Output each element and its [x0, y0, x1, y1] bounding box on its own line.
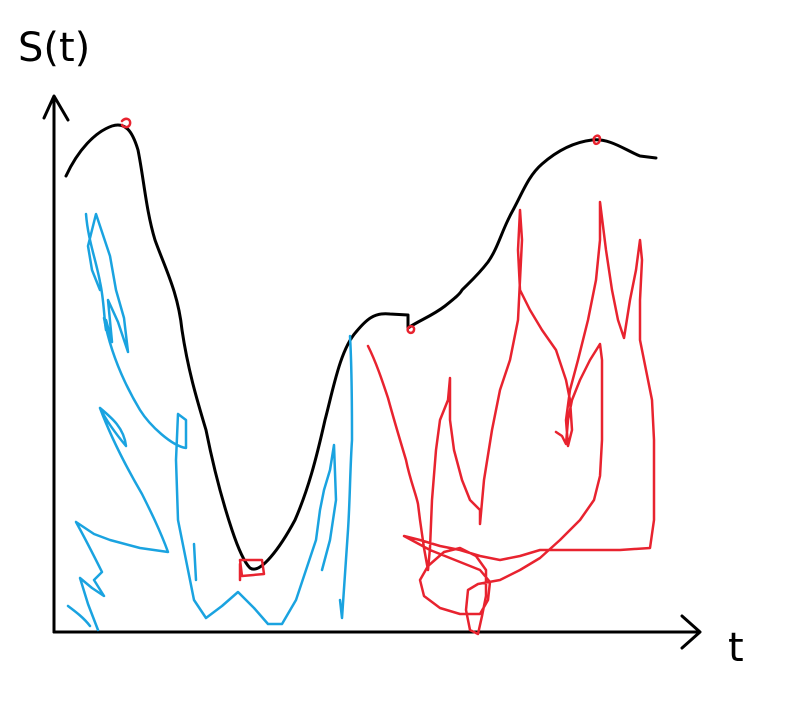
- marker-step: [406, 325, 416, 335]
- blue-scribble-4: [66, 542, 198, 628]
- blue-scribble-3: [74, 406, 170, 632]
- y-axis-label: S(t): [18, 25, 91, 71]
- signal-curve: [64, 123, 658, 571]
- marker-peak-2: [592, 134, 602, 146]
- marker-peak-1: [120, 117, 132, 129]
- x-axis-label: t: [728, 625, 744, 671]
- blue-scribble-2: [102, 316, 338, 626]
- blue-scribble-5: [338, 334, 354, 620]
- x-axis-arrow: [680, 614, 702, 650]
- marker-trough: [238, 558, 266, 582]
- red-scribble-1: [366, 200, 656, 636]
- blue-scribble-1: [84, 212, 130, 354]
- y-axis-arrow: [42, 94, 70, 122]
